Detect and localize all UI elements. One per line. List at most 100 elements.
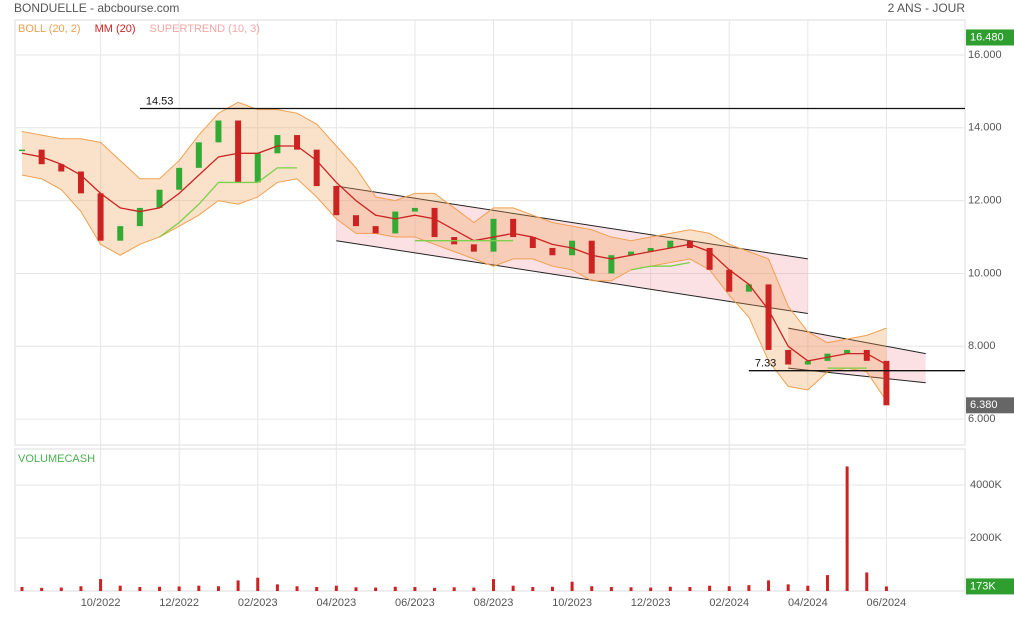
volume-marker — [966, 578, 1014, 595]
volume-bar — [668, 586, 672, 591]
candle — [19, 149, 25, 152]
volume-bar — [236, 580, 240, 591]
volume-bar — [550, 586, 554, 591]
page-title: BONDUELLE - abcbourse.com — [14, 1, 179, 15]
candle — [549, 247, 556, 256]
volume-bar — [767, 580, 771, 591]
volume-bar — [40, 587, 44, 591]
candle — [883, 360, 890, 406]
candle — [804, 360, 811, 365]
candle — [215, 120, 222, 143]
y-tick-label: 2000K — [970, 532, 1002, 544]
price-marker-label: 16.480 — [970, 31, 1004, 43]
volume-bar — [99, 579, 103, 591]
candle — [588, 240, 595, 274]
volume-bar — [177, 586, 181, 591]
y-tick-label: 12.000 — [968, 195, 1002, 207]
volume-bar — [393, 586, 397, 591]
x-tick-label: 02/2024 — [709, 597, 749, 609]
candle — [313, 149, 320, 187]
candle — [294, 135, 301, 150]
volume-bar — [570, 581, 574, 591]
x-tick-label: 08/2023 — [474, 597, 514, 609]
x-tick-label: 12/2023 — [631, 597, 671, 609]
volume-bar — [806, 585, 810, 591]
candle — [706, 247, 713, 270]
candle — [352, 215, 359, 227]
volume-bar — [649, 587, 653, 591]
candle — [176, 167, 183, 190]
price-marker — [966, 397, 1014, 414]
volume-bar — [452, 587, 456, 591]
level-label: 7.33 — [755, 358, 776, 370]
bollinger-lower — [21, 174, 887, 402]
volume-bar — [609, 587, 613, 591]
candle — [372, 226, 379, 234]
bollinger-upper — [21, 101, 887, 344]
y-tick-label: 10.000 — [968, 267, 1002, 279]
line-series — [159, 167, 867, 369]
volume-bar — [197, 585, 201, 591]
candle — [647, 247, 654, 252]
volume-bar — [825, 575, 829, 591]
volume-bar — [884, 586, 888, 591]
x-tick-label: 10/2023 — [552, 597, 592, 609]
x-tick-label: 04/2023 — [316, 597, 356, 609]
candle — [785, 349, 792, 365]
volume-bar — [334, 585, 338, 591]
legend-entry: SUPERTREND (10, 3) — [150, 23, 260, 35]
level-label: 14.53 — [146, 95, 174, 107]
price-marker-label: 6.380 — [970, 399, 998, 411]
candle — [254, 153, 261, 183]
candle — [156, 189, 163, 208]
grid — [15, 20, 965, 591]
y-tick-label: 16.000 — [968, 49, 1002, 61]
x-tick-label: 02/2023 — [238, 597, 278, 609]
volume-bar — [472, 587, 476, 591]
line-series — [21, 145, 887, 366]
volume-bar — [845, 466, 849, 591]
volume-bar — [433, 587, 437, 591]
plot: 6.000 8.000 10.000 12.000 14.000 16.000 10/202… — [18, 23, 1014, 609]
volume-bar — [295, 586, 299, 591]
legend-entry: BOLL (20, 2) — [18, 23, 81, 35]
volume-title: VOLUMECASH — [18, 453, 95, 465]
candle — [470, 244, 477, 252]
channel-upper — [336, 185, 808, 260]
volume-bar — [492, 579, 495, 591]
volume-marker-label: 173K — [970, 580, 996, 592]
volume-bar — [374, 587, 378, 591]
volume-bar — [413, 587, 417, 591]
legend-entry: MM (20) — [95, 23, 136, 35]
volume-bar — [59, 587, 63, 591]
candle — [726, 269, 733, 292]
volume-bar — [216, 586, 220, 591]
y-tick-label: 14.000 — [968, 122, 1002, 134]
candle — [411, 207, 418, 212]
candle — [628, 251, 635, 256]
volume-bar — [79, 586, 83, 591]
candle — [274, 135, 281, 154]
y-tick-label: 6.000 — [968, 413, 996, 425]
volume-bar — [747, 585, 751, 591]
candle — [529, 237, 536, 248]
period: 2 ANS - JOUR — [888, 1, 966, 15]
x-tick-label: 04/2024 — [788, 597, 828, 609]
volume-bar — [511, 585, 515, 591]
y-tick-label: 4000K — [970, 479, 1002, 491]
volume-bar — [786, 584, 790, 591]
candle — [863, 349, 870, 361]
candle — [136, 207, 143, 227]
candle — [392, 211, 399, 234]
channel-fill — [788, 328, 926, 383]
channel-lower — [336, 240, 808, 315]
candle — [97, 193, 104, 241]
volume-bar — [315, 587, 319, 591]
candle — [608, 255, 615, 274]
candle — [510, 218, 517, 238]
volume-frame — [14, 448, 966, 592]
volume-bar — [708, 585, 712, 591]
x-tick-label: 06/2024 — [867, 597, 907, 609]
